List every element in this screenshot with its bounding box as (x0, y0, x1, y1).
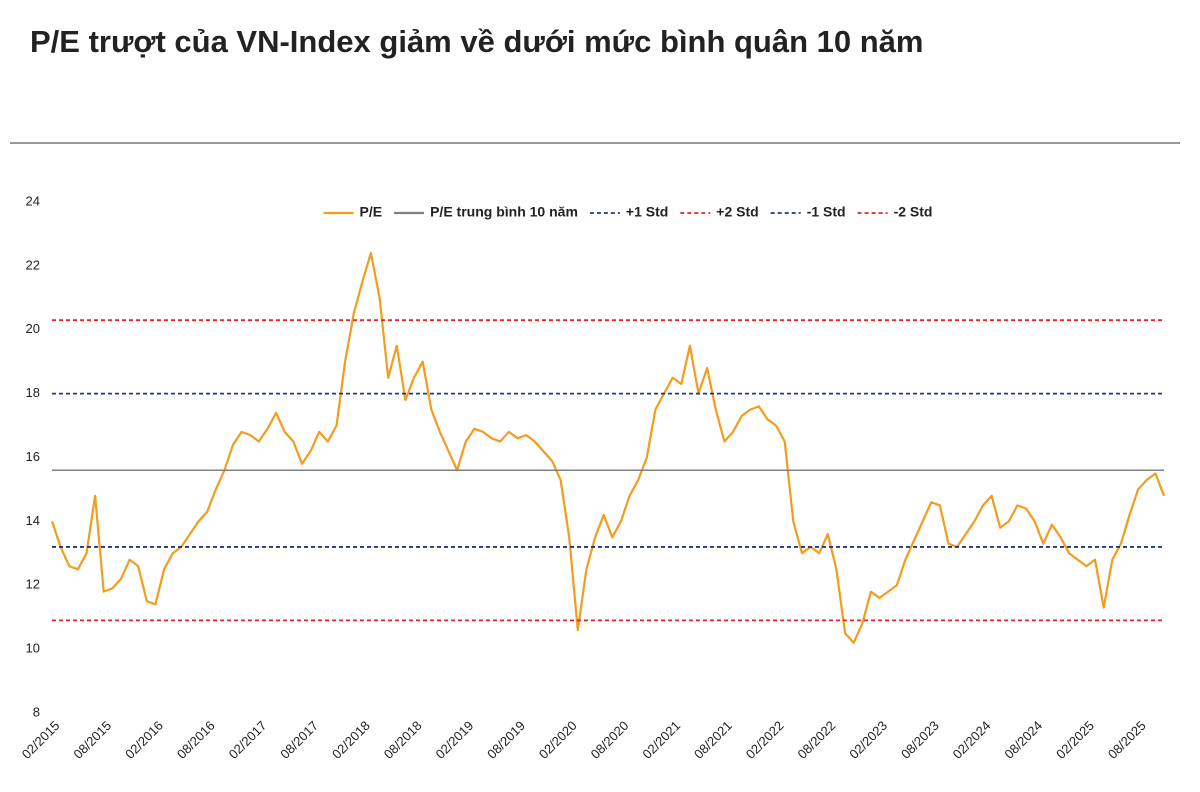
x-tick-label: 08/2016 (174, 718, 218, 762)
y-tick-label: 10 (26, 641, 40, 656)
x-tick-label: 02/2015 (19, 718, 63, 762)
x-tick-label: 02/2019 (432, 718, 476, 762)
x-tick-label: 08/2022 (795, 718, 839, 762)
x-tick-label: 02/2025 (1053, 718, 1097, 762)
x-tick-label: 08/2020 (588, 718, 632, 762)
x-tick-label: 02/2020 (536, 718, 580, 762)
legend-item: P/E trung bình 10 năm (394, 204, 578, 220)
y-tick-label: 18 (26, 385, 40, 400)
x-tick-label: 08/2021 (691, 718, 735, 762)
x-tick-label: 02/2024 (950, 718, 994, 762)
x-tick-label: 02/2018 (329, 718, 373, 762)
y-tick-label: 22 (26, 257, 40, 272)
legend-label: P/E trung bình 10 năm (430, 204, 578, 220)
x-tick-label: 08/2024 (1001, 718, 1045, 762)
x-tick-label: 02/2021 (639, 718, 683, 762)
x-tick-label: 02/2022 (743, 718, 787, 762)
x-tick-label: 02/2023 (846, 718, 890, 762)
legend-item: +1 Std (589, 204, 668, 220)
legend-label: +1 Std (626, 204, 668, 220)
chart-title: P/E trượt của VN-Index giảm về dưới mức … (30, 24, 924, 59)
pe-line (50, 252, 1166, 644)
x-tick-label: 08/2017 (277, 718, 321, 762)
legend-label: -1 Std (807, 204, 846, 220)
y-tick-label: 12 (26, 577, 40, 592)
legend-item: +2 Std (680, 204, 759, 220)
x-tick-label: 02/2017 (226, 718, 270, 762)
x-tick-label: 08/2025 (1105, 718, 1149, 762)
y-tick-label: 16 (26, 449, 40, 464)
x-tick-label: 02/2016 (122, 718, 166, 762)
y-tick-label: 20 (26, 321, 40, 336)
legend-label: +2 Std (716, 204, 758, 220)
y-tick-label: 8 (33, 704, 40, 719)
legend-item: -1 Std (770, 204, 846, 220)
y-tick-label: 14 (26, 513, 40, 528)
legend-item: P/E (323, 204, 383, 220)
legend-item: -2 Std (857, 204, 933, 220)
x-tick-label: 08/2023 (898, 718, 942, 762)
legend-label: -2 Std (894, 204, 933, 220)
x-tick-label: 08/2019 (484, 718, 528, 762)
x-tick-label: 08/2018 (381, 718, 425, 762)
legend-label: P/E (360, 204, 383, 220)
y-tick-label: 24 (26, 193, 40, 208)
x-tick-label: 08/2015 (70, 718, 114, 762)
